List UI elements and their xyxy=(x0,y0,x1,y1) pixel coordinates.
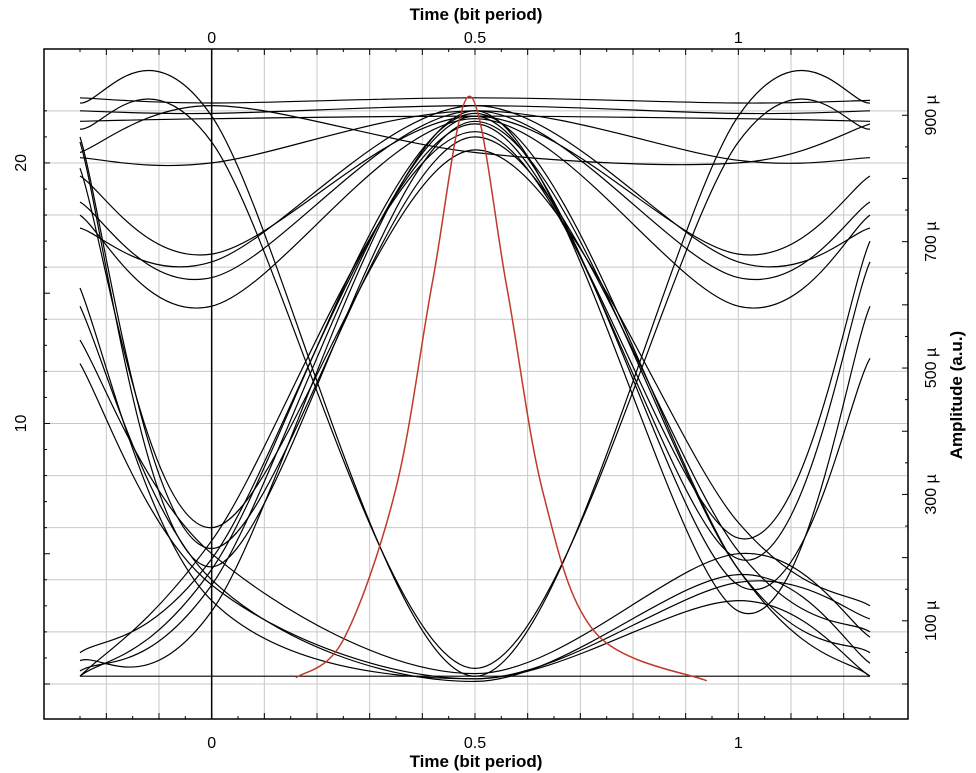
pulse-line xyxy=(295,95,707,682)
eye-trace-line xyxy=(79,305,871,683)
x-tick-label-top: 1 xyxy=(734,30,743,47)
x-axis-title-bottom: Time (bit period) xyxy=(410,752,543,771)
y-right-tick-label: 500 µ xyxy=(923,348,940,388)
eye-traces xyxy=(79,69,871,683)
y-axis-title-right: Amplitude (a.u.) xyxy=(947,331,966,459)
x-tick-label-top: 0.5 xyxy=(464,30,486,47)
tick-labels: 0 0 0.5 0.5 1 1 10 20 100 µ 300 µ 500 µ 700 µ 900 µ xyxy=(13,30,940,752)
eye-trace-line xyxy=(79,98,871,670)
eye-trace-line xyxy=(79,118,871,309)
y-right-tick-label: 700 µ xyxy=(923,222,940,262)
eye-trace-line xyxy=(79,112,871,677)
eye-trace-line xyxy=(79,363,871,680)
eye-trace-line xyxy=(79,97,871,104)
red-pulse-series xyxy=(295,95,707,682)
y-left-tick-label: 20 xyxy=(13,154,30,172)
y-left-tick-label: 10 xyxy=(13,415,30,433)
x-tick-label-top: 0 xyxy=(207,30,216,47)
plot-frame xyxy=(43,48,909,720)
y-right-tick-label: 300 µ xyxy=(923,474,940,514)
eye-trace-line xyxy=(79,69,871,677)
x-tick-label-bottom: 0 xyxy=(207,735,216,752)
eye-trace-line xyxy=(79,136,871,633)
y-right-tick-label: 900 µ xyxy=(923,95,940,135)
eye-trace-line xyxy=(79,104,871,166)
x-axis-title-top: Time (bit period) xyxy=(410,5,543,24)
x-tick-label-bottom: 0.5 xyxy=(464,735,486,752)
eye-trace-line xyxy=(79,149,871,607)
eye-trace-line xyxy=(79,339,871,675)
eye-trace-line xyxy=(79,287,871,680)
axis-ticks xyxy=(44,49,908,719)
x-tick-label-bottom: 1 xyxy=(734,735,743,752)
y-right-tick-label: 100 µ xyxy=(923,601,940,641)
